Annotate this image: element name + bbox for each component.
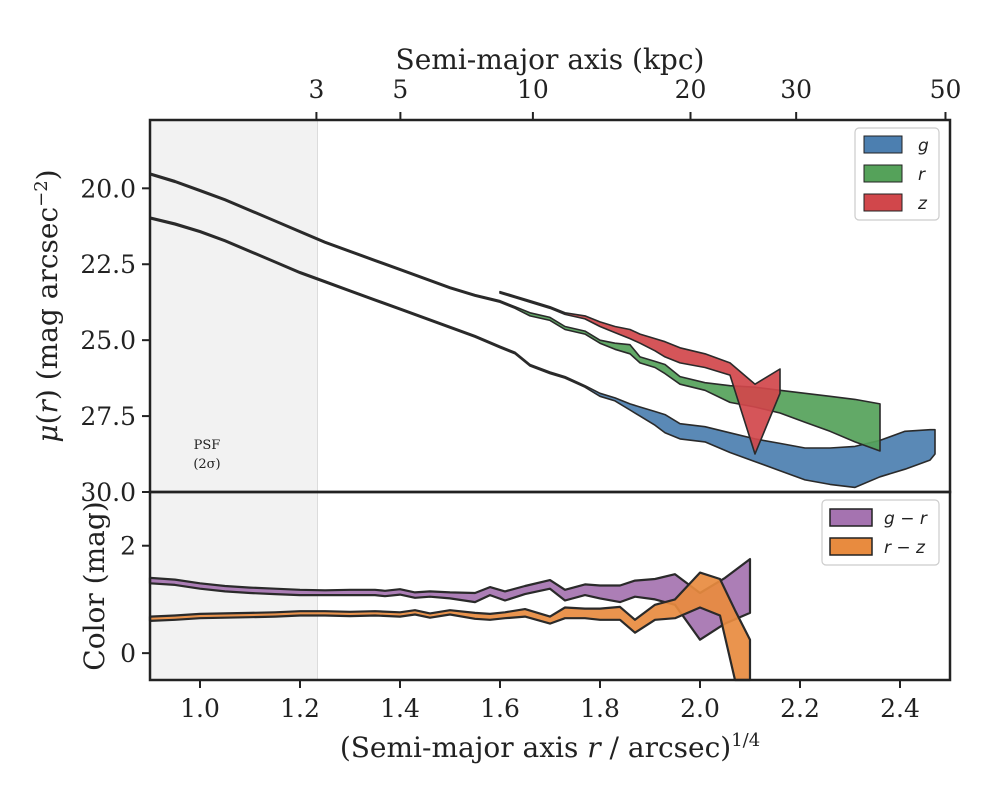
x-label-r: r [587,731,602,764]
y-tick-label: 22.5 [80,250,136,279]
y-label-unit: (mag arcsec [31,207,64,389]
band-g [149,216,936,489]
bottom-panel-frame [148,490,952,682]
x-tick-label: 2.4 [880,694,920,723]
y-label-open: ( [31,413,64,424]
bottom-x-label: (Semi-major axis r / arcsec)1/4 [340,730,760,764]
y-label-close-paren: ) [31,389,64,400]
legend-label-r-minus-z: r − z [884,538,926,558]
legend-label-g-minus-r: g − r [884,509,928,529]
y-tick-label: 25.0 [80,326,136,355]
bottom-panel-x-ticks: 1.0 1.2 1.4 1.6 1.8 2.0 2.2 2.4 [180,680,920,723]
y-tick-label: 2 [120,532,136,561]
y-label-close: ) [31,169,64,180]
legend-label-z: z [917,194,928,214]
psf-label: PSF [194,438,221,453]
y-label-mu: μ [31,424,64,442]
legend-swatch-g-minus-r [829,508,873,527]
top-legend: g r z [854,127,940,221]
x-tick-label: 1.8 [580,694,620,723]
x-tick-label: 1.4 [380,694,420,723]
x-tick-label: 2.2 [780,694,820,723]
kpc-tick-label: 3 [308,75,324,104]
x-label-exponent: 1/4 [731,730,760,751]
top-kpc-axis-ticks: 351020305075100 [308,75,962,120]
x-tick-label: 2.0 [680,694,720,723]
legend-swatch-z [863,193,903,212]
x-tick-label: 1.2 [280,694,320,723]
legend-label-r: r [918,165,926,185]
band-r [149,172,881,452]
kpc-tick-label: 50 [930,75,962,104]
top-panel-y-label: μ(r) (mag arcsec−2) [31,169,64,442]
kpc-tick-label: 10 [517,75,549,104]
bottom-panel-y-label: Color (mag) [78,501,111,670]
x-tick-label: 1.6 [480,694,520,723]
legend-swatch-r [863,164,903,183]
x-label-rest: / arcsec) [601,731,732,764]
kpc-tick-label: 20 [675,75,707,104]
psf-region-top [150,120,318,492]
surface-brightness-bands [149,172,936,489]
bottom-panel-y-ticks: 02 [120,532,150,668]
legend-swatch-g [863,135,903,154]
y-tick-label: 20.0 [80,174,136,203]
y-label-exponent: −2 [31,180,52,207]
band-z [499,290,781,455]
kpc-tick-label: 30 [780,75,812,104]
x-label-main: (Semi-major axis [340,731,587,764]
kpc-tick-label: 5 [392,75,408,104]
x-tick-label: 1.0 [180,694,220,723]
y-tick-label: 0 [120,639,136,668]
band-g-r [148,558,752,641]
legend-swatch-r-minus-z [829,537,873,556]
legend-label-g: g [918,136,929,156]
y-label-r: r [31,398,64,413]
y-tick-label: 30.0 [80,478,136,507]
top-panel-y-ticks: 20.0 22.5 25.0 27.5 30.0 [80,174,150,507]
top-axis-label: Semi-major axis (kpc) [396,43,705,76]
psf-sigma-label: (2σ) [193,457,220,472]
y-tick-label: 27.5 [80,402,136,431]
bottom-legend: g − r r − z [821,499,940,566]
